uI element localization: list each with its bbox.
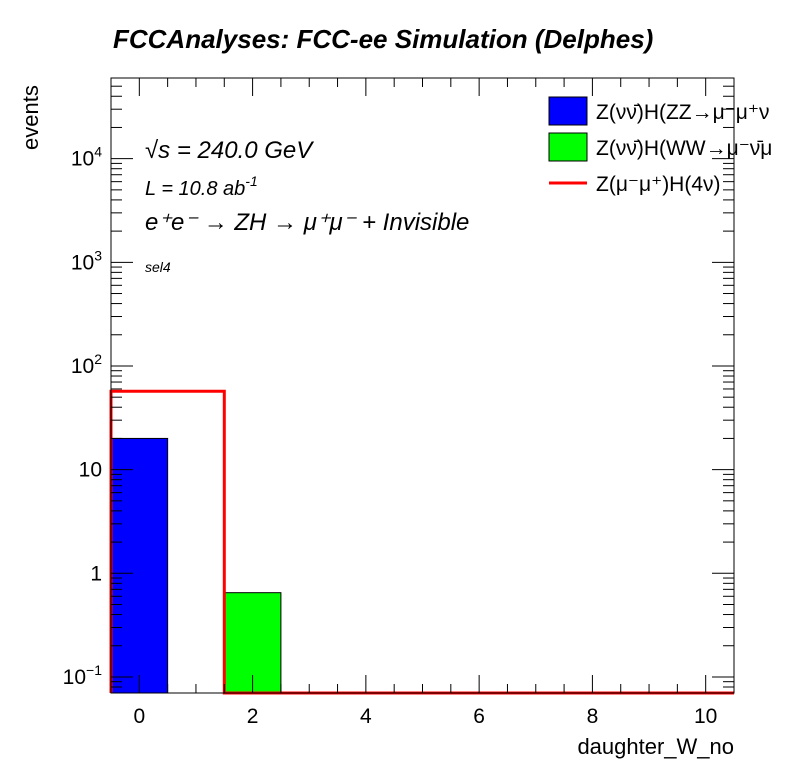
x-tick-label: 4: [360, 705, 372, 728]
sqrt-s-prefix: √s: [145, 137, 170, 164]
lines-layer: [109, 389, 734, 695]
lumi-sup: -1: [245, 173, 257, 189]
x-tick-label: 2: [247, 705, 259, 728]
legend-label-2: Z(μ⁻μ⁺)H(4ν): [596, 173, 721, 196]
x-tick-label: 10: [694, 705, 717, 728]
sqrt-s-label: √s = 240.0 GeV: [145, 137, 314, 164]
x-axis-label: daughter_W_no: [577, 734, 734, 759]
process-label: e⁺e⁻ → ZH → μ⁺μ⁻ + Invisible: [145, 209, 469, 236]
legend-label-1: Z(νν̄)H(WW→μ⁻ν̄μ: [596, 137, 772, 160]
legend: Z(νν̄)H(ZZ→μ⁻μ⁺ν Z(νν̄)H(WW→μ⁻ν̄μ Z(μ⁻μ⁺)H…: [548, 96, 772, 196]
y-ticks: 10−1 1 10 102 103 104: [63, 77, 734, 694]
lumi-main: L = 10.8 ab: [145, 178, 245, 200]
selection-label: sel4: [145, 259, 171, 275]
y-tick-label: 10−1: [63, 662, 103, 689]
x-tick-label: 0: [133, 705, 145, 728]
bars-layer: [110, 437, 282, 694]
y-tick-label: 10: [79, 459, 102, 482]
x-ticks: 0 2 4 6 8 10: [133, 78, 717, 728]
y-axis-label: events: [18, 85, 43, 150]
x-tick-label: 8: [587, 705, 599, 728]
y-tick-label: 104: [71, 144, 102, 171]
y-tick-label: 1: [90, 562, 102, 585]
lumi-label: L = 10.8 ab-1: [145, 173, 258, 200]
chart-title: FCCAnalyses: FCC-ee Simulation (Delphes): [113, 24, 653, 54]
legend-swatch-0: [548, 96, 588, 126]
plot-frame: [110, 77, 735, 694]
y-tick-label: 102: [71, 351, 102, 378]
annotations: √s = 240.0 GeV L = 10.8 ab-1 e⁺e⁻ → ZH →…: [145, 137, 469, 275]
y-tick-label: 103: [71, 247, 102, 274]
bar-series0-bin0: [110, 437, 169, 694]
line-series2: [109, 389, 734, 695]
legend-swatch-1: [548, 132, 588, 162]
sqrt-s-value: = 240.0 GeV: [170, 137, 314, 164]
legend-label-0: Z(νν̄)H(ZZ→μ⁻μ⁺ν: [596, 101, 770, 124]
x-tick-label: 6: [473, 705, 485, 728]
